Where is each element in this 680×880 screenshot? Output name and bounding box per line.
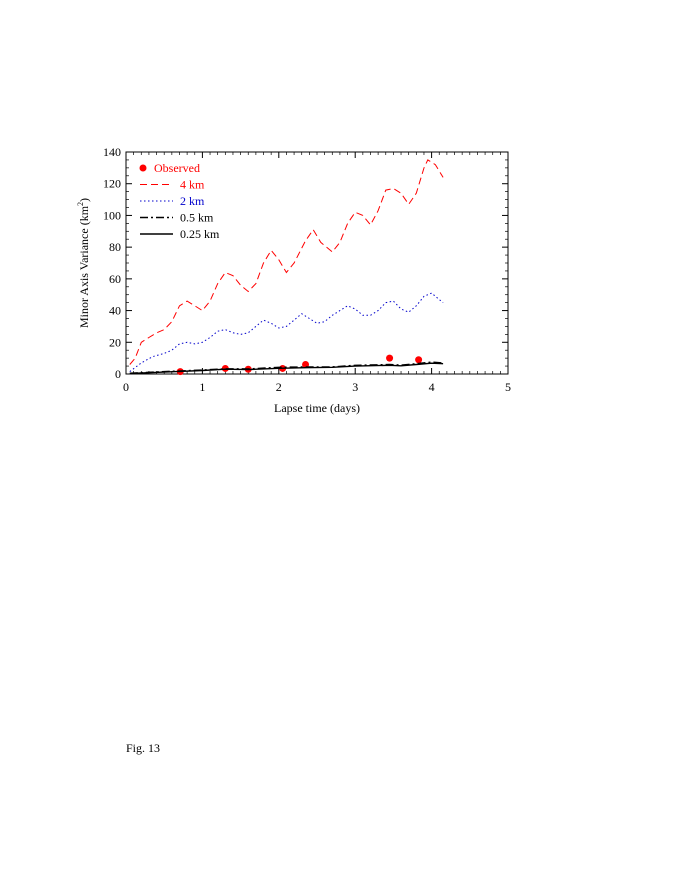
x-tick-label: 0	[123, 380, 129, 394]
y-axis-label-main: Minor Axis Variance (km	[77, 205, 91, 328]
y-tick-label: 120	[103, 177, 121, 191]
y-axis-label-suffix: )	[77, 198, 91, 202]
x-tick-label: 3	[352, 380, 358, 394]
series-layer	[129, 159, 444, 376]
y-tick-label: 0	[115, 367, 121, 381]
series-line-2-km	[129, 292, 444, 372]
legend: Observed 4 km 2 km 0.5 km 0.25 km	[139, 161, 220, 241]
x-tick-label: 1	[199, 380, 205, 394]
legend-label-0-5-km: 0.5 km	[180, 211, 214, 225]
legend-label-observed: Observed	[154, 161, 200, 175]
legend-label-2-km: 2 km	[180, 194, 205, 208]
y-axis-label-sup: 2	[76, 202, 85, 206]
x-axis-label: Lapse time (days)	[274, 401, 360, 415]
series-line-4-km	[129, 159, 444, 365]
y-tick-label: 80	[109, 240, 121, 254]
axis-ticks: 0 1 2 3 4 5 0 20 40 60 80 100 120 140	[103, 145, 511, 394]
observed-point	[415, 356, 423, 364]
x-tick-label: 5	[505, 380, 511, 394]
series-line-0-25-km	[129, 362, 444, 375]
legend-label-4-km: 4 km	[180, 178, 205, 192]
observed-point	[386, 354, 394, 362]
y-tick-label: 60	[109, 272, 121, 286]
legend-marker-observed	[139, 164, 147, 172]
y-tick-label: 100	[103, 208, 121, 222]
legend-label-0-25-km: 0.25 km	[180, 227, 220, 241]
x-tick-label: 4	[429, 380, 435, 394]
figure-caption: Fig. 13	[126, 741, 161, 755]
y-axis-label: Minor Axis Variance (km2)	[76, 198, 91, 328]
y-tick-label: 140	[103, 145, 121, 159]
y-tick-label: 40	[109, 304, 121, 318]
x-tick-label: 2	[276, 380, 282, 394]
observed-point	[221, 364, 229, 372]
y-tick-label: 20	[109, 335, 121, 349]
